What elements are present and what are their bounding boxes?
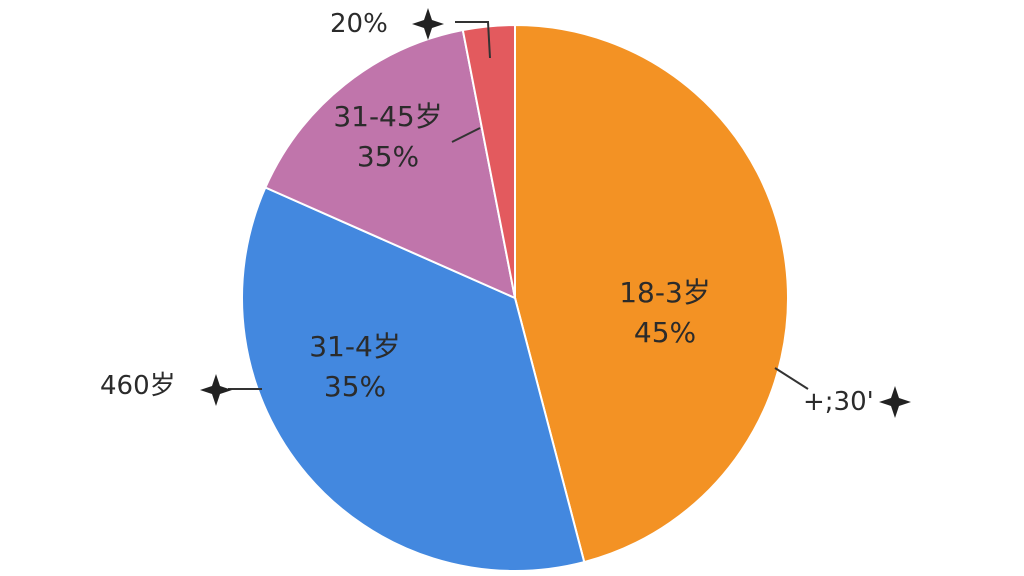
slice-value-18-3: 45%	[634, 316, 696, 349]
sparkle-icon	[200, 374, 232, 406]
outer-label-right: +;30'	[803, 387, 874, 417]
slice-value-31-4: 35%	[324, 370, 386, 403]
slice-label-31-45: 31-45岁	[333, 100, 442, 133]
sparkle-icon	[879, 386, 911, 418]
pie-slice-0	[514, 23, 789, 564]
slice-label-31-4: 31-4岁	[309, 330, 401, 363]
leader-line-right	[774, 367, 809, 390]
outer-label-top: 20%	[330, 9, 388, 39]
slices-layer	[241, 23, 789, 572]
leader-line-inner	[451, 127, 481, 143]
slice-value-31-45: 35%	[357, 140, 419, 173]
sparkle-icon	[412, 8, 444, 40]
leader-line-top	[455, 21, 491, 59]
pie-slice-2	[264, 28, 517, 300]
pie-slice-1	[241, 186, 586, 572]
slice-label-18-3: 18-3岁	[619, 276, 711, 309]
outer-label-left: 460岁	[100, 371, 176, 401]
